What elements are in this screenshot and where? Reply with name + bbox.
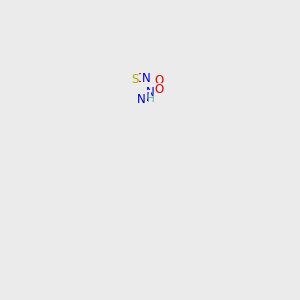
Text: O: O xyxy=(136,72,145,85)
Text: O: O xyxy=(155,83,164,97)
Text: N: N xyxy=(146,85,155,99)
Text: O: O xyxy=(155,74,164,86)
Text: S: S xyxy=(131,73,138,86)
Text: N: N xyxy=(141,91,150,103)
Text: H: H xyxy=(147,94,154,104)
Text: N: N xyxy=(137,93,146,106)
Text: N: N xyxy=(142,72,150,85)
Text: N: N xyxy=(134,92,143,105)
Text: S: S xyxy=(156,79,163,92)
